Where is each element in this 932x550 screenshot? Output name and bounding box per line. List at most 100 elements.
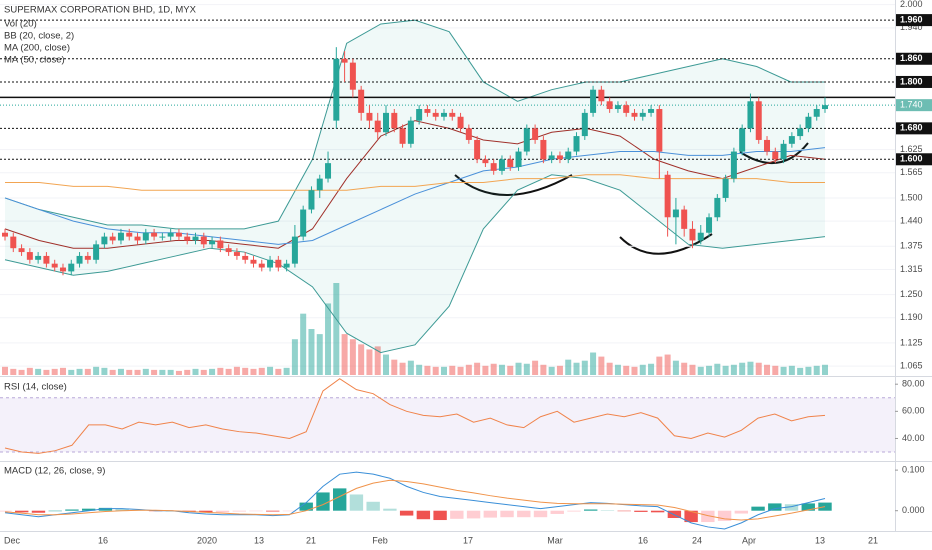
volume-bar <box>739 362 746 375</box>
y-tick-label: 1.125 <box>900 337 923 347</box>
volume-bar <box>474 362 481 375</box>
level-label: 1.800 <box>900 76 923 86</box>
y-tick-label: 40.00 <box>902 433 925 443</box>
histogram-bar <box>433 510 447 521</box>
candle-body <box>242 255 249 260</box>
candle-body <box>598 89 605 102</box>
candle-body <box>764 139 771 152</box>
candle-body <box>457 116 464 129</box>
histogram-bar <box>15 510 29 513</box>
level-box <box>896 14 932 27</box>
volume-bar <box>184 369 191 375</box>
candle-body <box>565 151 572 160</box>
candle-body <box>581 112 588 137</box>
volume-bar <box>623 365 630 375</box>
volume-bar <box>805 366 812 375</box>
volume-bar <box>631 366 638 375</box>
rsi-band <box>0 397 895 453</box>
volume-bar <box>697 366 704 375</box>
histogram-bar <box>416 510 431 520</box>
volume-bar <box>126 369 133 375</box>
candle-body <box>2 232 8 237</box>
volume-bar <box>540 364 547 375</box>
candle-body <box>159 236 166 238</box>
candle-body <box>648 109 655 113</box>
candle-body <box>43 255 50 264</box>
volume-bar <box>639 364 646 375</box>
macd-line <box>4 471 826 530</box>
volume-bar <box>217 367 224 375</box>
level-label: 1.600 <box>900 154 923 164</box>
volume-bar <box>374 346 381 375</box>
candle-body <box>283 263 290 268</box>
x-tick-label: 16 <box>638 535 648 545</box>
volume-bar <box>134 369 141 375</box>
volume-bar <box>10 368 17 375</box>
volume-bar <box>714 363 721 375</box>
candle-body <box>498 159 505 171</box>
volume-bar <box>316 334 323 375</box>
candle-body <box>474 139 481 160</box>
volume-bar <box>325 303 332 375</box>
candle-body <box>805 116 812 129</box>
candle-body <box>275 259 282 268</box>
volume-bar <box>283 367 290 375</box>
volume-bar <box>267 366 274 375</box>
candle-body <box>556 155 563 160</box>
candle-body <box>714 197 721 218</box>
candle-body <box>258 263 265 268</box>
x-tick-label: 21 <box>868 535 878 545</box>
histogram-bar <box>249 510 263 512</box>
last-price-box <box>896 99 932 112</box>
candle-body <box>366 112 373 121</box>
volume-bar <box>416 364 423 375</box>
histogram-bar <box>701 510 715 523</box>
y-tick-label: 1.565 <box>900 167 923 177</box>
x-tick-label: 17 <box>463 535 473 545</box>
candle-body <box>26 252 33 260</box>
candle-body <box>416 109 423 121</box>
volume-bar <box>383 354 390 375</box>
candle-body <box>548 155 555 160</box>
histogram-bar <box>0 510 12 512</box>
histogram-bar <box>316 492 330 511</box>
volume-bar <box>672 360 679 375</box>
volume-bar <box>432 366 439 375</box>
candle-body <box>316 178 323 191</box>
volume-bar <box>581 360 588 375</box>
candle-body <box>109 236 116 241</box>
histogram-bar <box>533 510 548 518</box>
candle-body <box>490 163 497 171</box>
volume-bar <box>51 368 58 375</box>
candle-body <box>341 58 348 63</box>
candle-body <box>780 143 787 160</box>
volume-bar <box>275 368 282 375</box>
candle-body <box>151 232 158 237</box>
histogram-bar <box>366 501 380 511</box>
volume-bar <box>565 359 572 375</box>
candle-body <box>101 236 108 245</box>
histogram-bar <box>751 506 765 511</box>
histogram-bar <box>232 510 246 512</box>
volume-bar <box>43 369 50 375</box>
volume-bar <box>233 366 240 375</box>
volume-bar <box>780 366 787 375</box>
chart-title: SUPERMAX CORPORATION BHD, 1D, MYX <box>4 5 197 16</box>
candle-body <box>167 232 174 237</box>
histogram-bar <box>550 510 564 514</box>
volume-bar <box>35 368 42 375</box>
candle-body <box>209 240 216 245</box>
legend-entry: MA (200, close) <box>4 43 70 54</box>
x-tick-label: Mar <box>547 535 563 545</box>
volume-bar <box>788 365 795 375</box>
volume-bar <box>117 368 124 375</box>
volume-bar <box>109 369 116 375</box>
indicator-line <box>4 174 826 354</box>
candle-body <box>51 263 58 268</box>
y-tick-label: 2.000 <box>900 0 923 9</box>
y-tick-label: 1.500 <box>900 192 923 202</box>
histogram-bar <box>684 510 698 523</box>
volume-bar <box>101 367 108 375</box>
